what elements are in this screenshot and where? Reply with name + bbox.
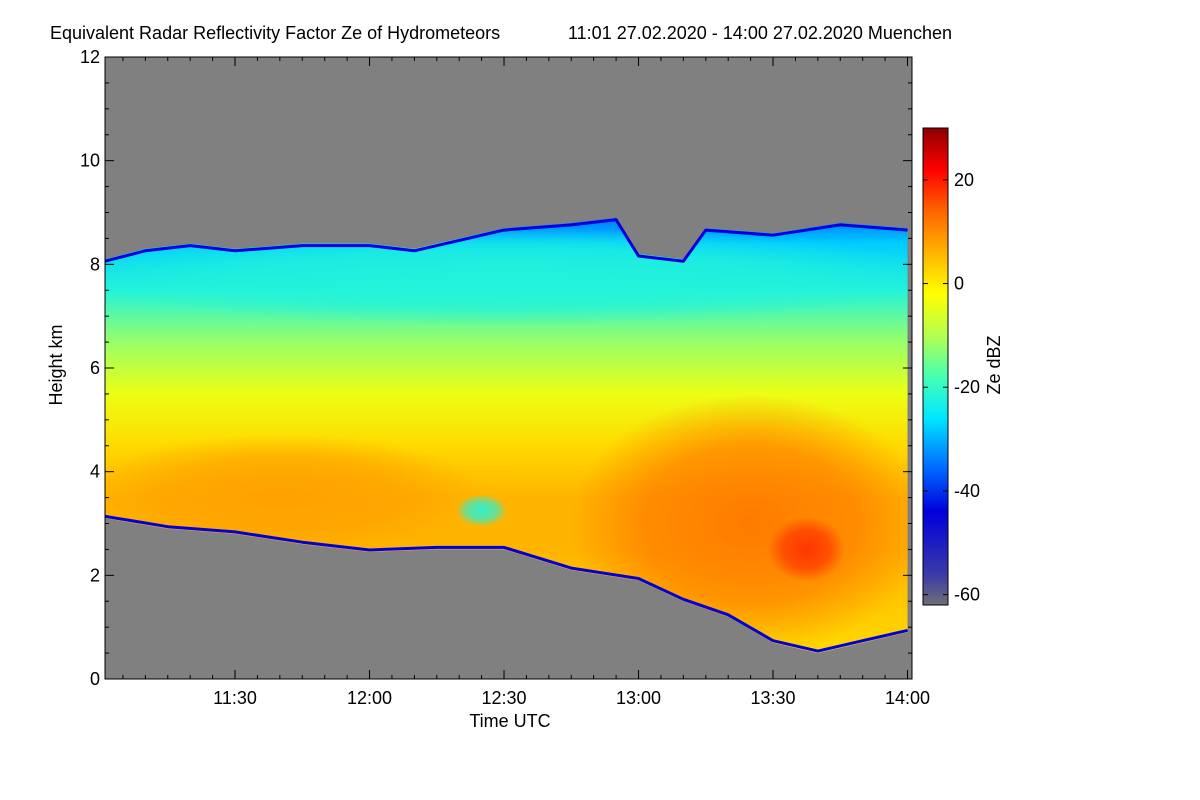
x-tick-label: 14:00 xyxy=(885,688,930,708)
y-tick-label: 8 xyxy=(90,254,100,274)
reflectivity-zone xyxy=(455,494,508,527)
y-tick-label: 4 xyxy=(90,462,100,482)
x-axis-label: Time UTC xyxy=(469,711,550,731)
y-tick-label: 10 xyxy=(80,151,100,171)
colorbar-ticks: 20 0 -20 -40 -60 xyxy=(923,170,980,605)
x-tick-label: 11:30 xyxy=(213,688,257,708)
reflectivity-zone xyxy=(105,228,908,326)
y-tick-label: 0 xyxy=(90,669,100,689)
chart-subtitle: 11:01 27.02.2020 - 14:00 27.02.2020 Muen… xyxy=(568,23,952,43)
colorbar-label: Ze dBZ xyxy=(984,335,1004,394)
colorbar-tick-label: 0 xyxy=(954,274,964,294)
cloud-layer xyxy=(105,217,908,654)
chart-title: Equivalent Radar Reflectivity Factor Ze … xyxy=(50,23,500,43)
reflectivity-zone xyxy=(105,433,486,557)
y-axis: 0 2 4 6 8 10 12 xyxy=(80,47,912,689)
y-tick-label: 12 xyxy=(80,47,100,67)
x-tick-label: 12:00 xyxy=(347,688,392,708)
x-tick-label: 13:00 xyxy=(616,688,661,708)
colorbar-tick-label: -60 xyxy=(954,585,980,605)
y-axis-label: Height km xyxy=(46,324,66,405)
x-axis: 11:30 12:00 12:30 13:00 13:30 14:00 xyxy=(122,57,930,708)
colorbar: 20 0 -20 -40 -60 xyxy=(922,127,980,606)
colorbar-tick-label: -40 xyxy=(954,481,980,501)
colorbar-tick-label: 20 xyxy=(954,170,974,190)
x-tick-label: 13:30 xyxy=(750,688,795,708)
reflectivity-zone xyxy=(767,517,846,582)
cloud-body xyxy=(105,217,908,654)
colorbar-scale xyxy=(922,127,949,606)
x-tick-label: 12:30 xyxy=(481,688,526,708)
y-tick-label: 2 xyxy=(90,565,100,585)
y-tick-label: 6 xyxy=(90,358,100,378)
colorbar-tick-label: -20 xyxy=(954,377,980,397)
cloud-base-edge xyxy=(105,514,908,653)
cloud-top-edge xyxy=(105,218,908,263)
plot-area xyxy=(104,56,913,680)
